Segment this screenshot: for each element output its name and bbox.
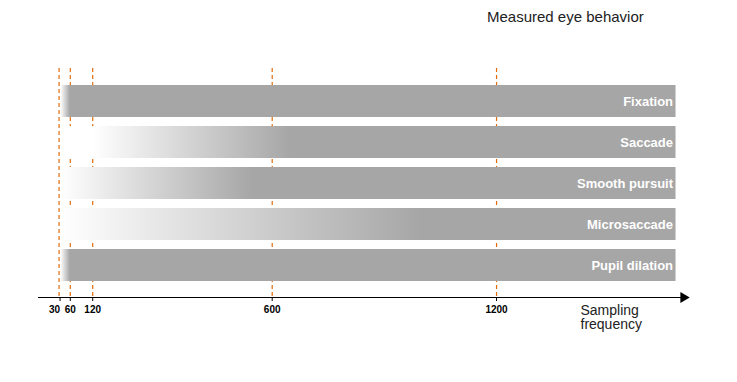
svg-text:Smooth pursuit: Smooth pursuit xyxy=(577,176,674,191)
svg-text:120: 120 xyxy=(84,304,101,315)
svg-text:60: 60 xyxy=(65,304,77,315)
svg-text:30: 30 xyxy=(49,304,61,315)
svg-text:Pupil dilation: Pupil dilation xyxy=(591,258,673,273)
svg-text:Saccade: Saccade xyxy=(620,135,673,150)
svg-text:Microsaccade: Microsaccade xyxy=(587,217,673,232)
svg-text:600: 600 xyxy=(264,304,281,315)
html-text:Measured eye behavior: Measured eye behavior xyxy=(487,8,644,25)
svg-text:Fixation: Fixation xyxy=(623,94,673,109)
svg-text:Samplingfrequency: Samplingfrequency xyxy=(581,302,642,332)
svg-text:1200: 1200 xyxy=(485,304,508,315)
